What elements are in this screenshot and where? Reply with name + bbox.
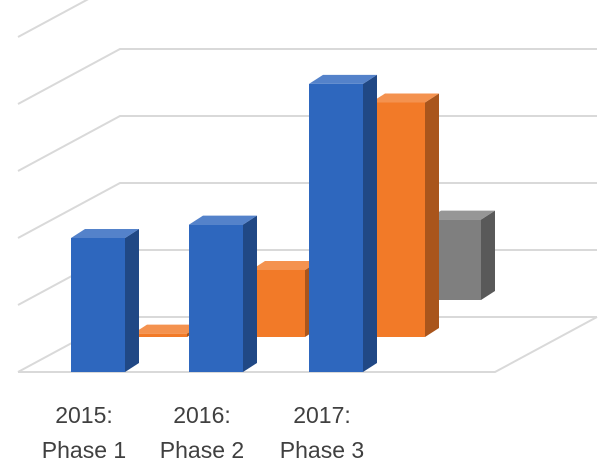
gridline	[17, 48, 597, 105]
bar-series2-cat3	[371, 93, 439, 337]
bar-top-face	[251, 261, 319, 270]
bar-top-face	[133, 324, 201, 334]
bar-front-face	[133, 333, 187, 337]
gridline	[17, 0, 89, 38]
category-label-2-line1: 2016:	[173, 402, 231, 428]
floor-edge	[18, 316, 598, 373]
category-label-1-line1: 2015:	[55, 402, 113, 428]
bar-series1-cat1	[71, 229, 139, 372]
bar-front-face	[189, 224, 243, 372]
bar-side-face	[481, 210, 495, 300]
category-label-2-line2: Phase 2	[160, 437, 244, 463]
gridline	[17, 115, 597, 172]
bar-top-face	[71, 229, 139, 238]
bar-side-face	[125, 229, 139, 372]
bar-top-face	[427, 210, 495, 220]
category-labels: 2015: Phase 1 2016: Phase 2 2017: Phase 3	[42, 402, 364, 463]
bar-side-face	[243, 215, 257, 372]
bars	[71, 74, 495, 373]
bar-series1-cat2	[189, 215, 257, 372]
bar-top-face	[189, 215, 257, 225]
bar-front-face	[71, 238, 125, 372]
category-label-3-line2: Phase 3	[280, 437, 364, 463]
category-label-1-line2: Phase 1	[42, 437, 126, 463]
bar-front-face	[251, 270, 305, 337]
bar-side-face	[425, 93, 439, 337]
gridlines	[17, 0, 598, 373]
bar-front-face	[309, 83, 363, 373]
bar-top-face	[309, 74, 377, 84]
bar-side-face	[363, 74, 377, 373]
bar-top-face	[371, 93, 439, 103]
bar-front-face	[371, 102, 425, 337]
bar-series2-cat2	[251, 261, 319, 337]
bar-series1-cat3	[309, 74, 377, 373]
category-label-3-line1: 2017:	[293, 402, 351, 428]
